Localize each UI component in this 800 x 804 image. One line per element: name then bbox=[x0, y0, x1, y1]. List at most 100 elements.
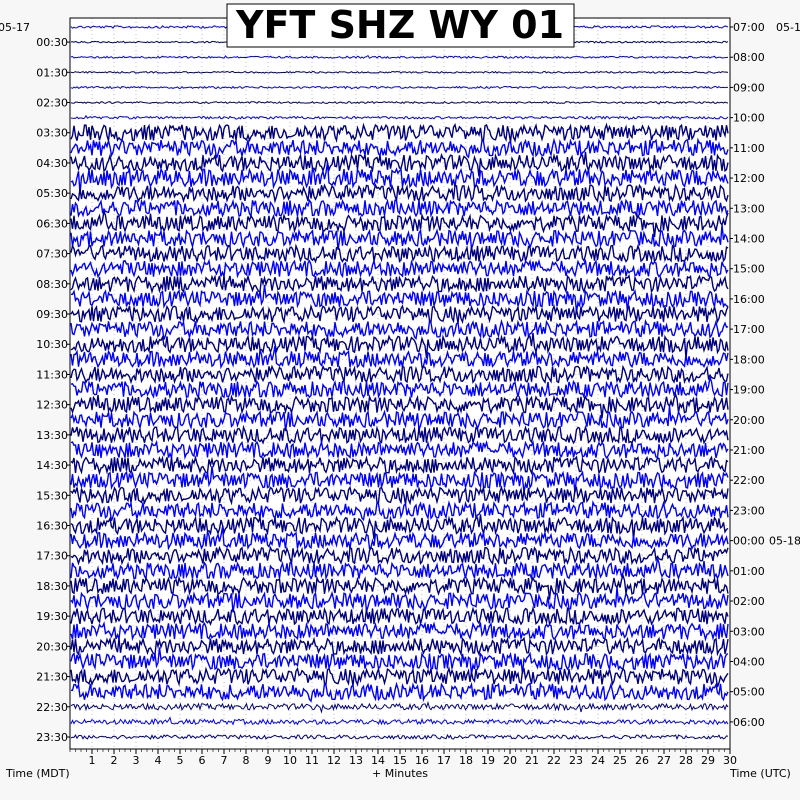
trace-36 bbox=[70, 545, 729, 566]
right-tick-label: 04:00 bbox=[733, 655, 765, 668]
left-tick-label: 23:30 bbox=[36, 731, 68, 744]
trace-18 bbox=[70, 273, 729, 295]
right-tick-label: 00:00 bbox=[733, 535, 765, 548]
right-axis: 07:00 08:00 09:00 10:00 11:00 12:00 13:00 14:00… bbox=[730, 21, 800, 729]
right-tick-label: 07:00 bbox=[733, 21, 765, 34]
left-tick-label: 12:30 bbox=[36, 399, 68, 412]
trace-22 bbox=[70, 333, 729, 359]
right-tick-label: 06:00 bbox=[733, 716, 765, 729]
x-tick-label: 22 bbox=[547, 754, 561, 767]
x-tick-label: 4 bbox=[155, 754, 162, 767]
x-tick-label: 2 bbox=[111, 754, 118, 767]
x-tick-label: 30 bbox=[723, 754, 737, 767]
trace-7 bbox=[70, 114, 729, 121]
trace-31 bbox=[70, 466, 729, 493]
trace-32 bbox=[70, 485, 729, 506]
x-tick-label: 15 bbox=[393, 754, 407, 767]
trace-44 bbox=[70, 666, 729, 688]
x-tick-label: 5 bbox=[177, 754, 184, 767]
trace-47 bbox=[70, 716, 729, 726]
x-tick-label: 16 bbox=[415, 754, 429, 767]
trace-27 bbox=[70, 405, 729, 432]
trace-21 bbox=[70, 318, 729, 340]
right-tick-label: 11:00 bbox=[733, 142, 765, 155]
x-tick-label: 29 bbox=[701, 754, 715, 767]
right-tick-label: 03:00 bbox=[733, 625, 765, 638]
trace-40 bbox=[70, 605, 729, 626]
left-tick-label: 16:30 bbox=[36, 520, 68, 533]
x-tick-label: 17 bbox=[437, 754, 451, 767]
left-tick-label: 15:30 bbox=[36, 489, 68, 502]
right-tick-label: 02:00 bbox=[733, 595, 765, 608]
trace-15 bbox=[70, 224, 729, 250]
trace-35 bbox=[70, 526, 729, 551]
x-tick-label: 9 bbox=[265, 754, 272, 767]
right-tick-label: 15:00 bbox=[733, 263, 765, 276]
trace-28 bbox=[70, 424, 729, 445]
seismic-traces bbox=[70, 24, 729, 741]
trace-45 bbox=[70, 681, 729, 703]
trace-19 bbox=[70, 284, 729, 312]
left-tick-label: 04:30 bbox=[36, 157, 68, 170]
left-tick-label: 00:30 bbox=[36, 36, 68, 49]
left-tick-label: 09:30 bbox=[36, 308, 68, 321]
trace-5 bbox=[70, 85, 729, 90]
right-tick-label: 01:00 bbox=[733, 565, 765, 578]
left-axis: 00:30 01:30 02:30 03:30 04:30 05:30 06:30 07:30… bbox=[36, 36, 70, 744]
left-date-label: 05-17 bbox=[0, 21, 30, 34]
trace-46 bbox=[70, 700, 729, 714]
right-axis-label: Time (UTC) bbox=[729, 767, 791, 780]
trace-12 bbox=[70, 183, 729, 204]
x-tick-label: 19 bbox=[481, 754, 495, 767]
left-tick-label: 18:30 bbox=[36, 580, 68, 593]
right-tick-label: 09:00 bbox=[733, 81, 765, 94]
title-box bbox=[226, 3, 575, 48]
x-tick-label: 20 bbox=[503, 754, 517, 767]
right-tick-label: 16:00 bbox=[733, 293, 765, 306]
x-tick-label: 14 bbox=[371, 754, 385, 767]
trace-23 bbox=[70, 345, 729, 370]
right-tick-label: 17:00 bbox=[733, 323, 765, 336]
trace-6 bbox=[70, 101, 729, 105]
trace-37 bbox=[70, 558, 729, 581]
x-tick-label: 7 bbox=[221, 754, 228, 767]
x-tick-label: 25 bbox=[613, 754, 627, 767]
left-tick-label: 05:30 bbox=[36, 187, 68, 200]
trace-26 bbox=[70, 391, 729, 419]
trace-14 bbox=[70, 210, 729, 238]
left-tick-label: 08:30 bbox=[36, 278, 68, 291]
right-tick-label: 08:00 bbox=[733, 51, 765, 64]
right-tick-label: 05:00 bbox=[733, 686, 765, 699]
trace-20 bbox=[70, 303, 729, 325]
trace-43 bbox=[70, 647, 729, 675]
x-tick-label: 18 bbox=[459, 754, 473, 767]
x-tick-label: 1 bbox=[89, 754, 96, 767]
left-tick-label: 06:30 bbox=[36, 217, 68, 230]
x-tick-label: 12 bbox=[327, 754, 341, 767]
trace-11 bbox=[70, 162, 729, 194]
left-tick-label: 21:30 bbox=[36, 671, 68, 684]
x-tick-label: 23 bbox=[569, 754, 583, 767]
left-tick-label: 01:30 bbox=[36, 66, 68, 79]
trace-16 bbox=[70, 243, 729, 264]
right-tick-label: 20:00 bbox=[733, 414, 765, 427]
left-tick-label: 07:30 bbox=[36, 248, 68, 261]
left-tick-label: 11:30 bbox=[36, 368, 68, 381]
left-tick-label: 22:30 bbox=[36, 701, 68, 714]
right-tick-label: 18:00 bbox=[733, 353, 765, 366]
right-tick-label: 10:00 bbox=[733, 112, 765, 125]
trace-29 bbox=[70, 439, 729, 460]
trace-10 bbox=[70, 151, 729, 177]
trace-33 bbox=[70, 500, 729, 522]
left-tick-label: 19:30 bbox=[36, 610, 68, 623]
trace-25 bbox=[70, 377, 729, 400]
right-tick-label: 22:00 bbox=[733, 474, 765, 487]
left-tick-label: 14:30 bbox=[36, 459, 68, 472]
right-date-label-top: 05-17 bbox=[776, 21, 800, 34]
right-tick-label: 14:00 bbox=[733, 232, 765, 245]
right-tick-label: 19:00 bbox=[733, 384, 765, 397]
x-tick-label: 28 bbox=[679, 754, 693, 767]
x-axis-label: + Minutes bbox=[372, 767, 428, 780]
trace-38 bbox=[70, 573, 729, 600]
